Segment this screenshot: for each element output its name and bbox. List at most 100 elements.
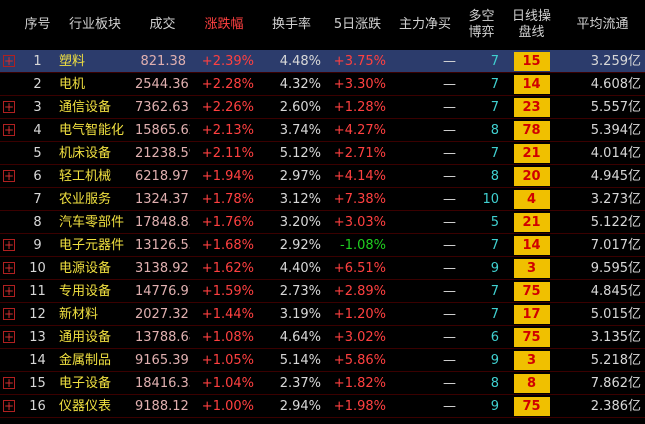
- sector-name: 农业服务: [59, 192, 112, 207]
- daily-line-tag: 75: [513, 397, 550, 416]
- daily-line-tag: 8: [513, 374, 550, 393]
- volume: 17848.83: [135, 215, 190, 230]
- main-net-buy: —: [443, 77, 456, 92]
- avg-float: 3.273亿: [590, 192, 641, 207]
- expand-icon[interactable]: +: [3, 123, 15, 137]
- main-net-buy: —: [443, 261, 456, 276]
- index: 15: [29, 376, 46, 391]
- long-short: 8: [490, 169, 499, 184]
- five-day-change: +3.03%: [333, 215, 386, 230]
- expand-icon[interactable]: +: [3, 330, 15, 344]
- main-net-buy: —: [443, 123, 456, 138]
- expand-icon[interactable]: +: [3, 54, 15, 68]
- sector-name: 金属制品: [59, 353, 112, 368]
- table-row[interactable]: +6 轻工机械 6218.97 +1.94% 2.97% +4.14% — 8 20 4.945亿: [0, 165, 645, 188]
- change-pct: +1.62%: [201, 261, 254, 276]
- table-row[interactable]: +3 通信设备 7362.63 +2.26% 2.60% +1.28% — 7 23 5.557亿: [0, 96, 645, 119]
- expand-icon[interactable]: +: [3, 238, 15, 252]
- header-cell[interactable]: 多空 博弈: [468, 9, 495, 40]
- index: 1: [33, 54, 42, 69]
- turnover: 4.64%: [279, 330, 321, 345]
- table-row[interactable]: 8 汽车零部件 17848.83 +1.76% 3.20% +3.03% — 5 21 5.122…: [0, 211, 645, 234]
- table-row[interactable]: +11 专用设备 14776.97 +1.59% 2.73% +2.89% — 7 75 4.84…: [0, 280, 645, 303]
- five-day-change: +1.20%: [333, 307, 386, 322]
- five-day-change: +2.89%: [333, 284, 386, 299]
- avg-float: 7.862亿: [590, 376, 641, 391]
- table-row[interactable]: +1 塑料 821.38 +2.39% 4.48% +3.75% — 7 15 3.259亿: [0, 50, 645, 73]
- sector-name: 电气智能化: [59, 123, 125, 138]
- header-cell[interactable]: 行业板块: [68, 17, 121, 32]
- index: 2: [33, 77, 42, 92]
- header-cell[interactable]: 成交: [149, 17, 176, 32]
- header-cell[interactable]: 日线操 盘线: [511, 9, 551, 40]
- turnover: 2.37%: [279, 376, 321, 391]
- turnover: 2.92%: [279, 238, 321, 253]
- daily-line-tag: 21: [513, 144, 550, 163]
- header-bar: 序号 行业板块 成交 涨跌幅 换手率 5日涨跌 主力净买 多空 博弈 日线操 盘线 平均流通: [0, 0, 645, 51]
- long-short: 5: [490, 215, 499, 230]
- table-row[interactable]: 2 电机 2544.36 +2.28% 4.32% +3.30% — 7 14 4.608亿: [0, 73, 645, 96]
- five-day-change: +4.14%: [333, 169, 386, 184]
- expand-icon[interactable]: +: [3, 261, 15, 275]
- long-short: 10: [482, 192, 499, 207]
- header-cell[interactable]: 主力净买: [398, 17, 451, 32]
- five-day-change: +3.75%: [333, 54, 386, 69]
- main-net-buy: —: [443, 215, 456, 230]
- table-row[interactable]: +15 电子设备 18416.33 +1.04% 2.37% +1.82% — 88 7.862…: [0, 372, 645, 395]
- table-row[interactable]: 7 农业服务 1324.37 +1.78% 3.12% +7.38% — 10 4 3.273亿: [0, 188, 645, 211]
- daily-line-tag: 21: [513, 213, 550, 232]
- expand-icon[interactable]: +: [3, 399, 15, 413]
- table-row[interactable]: +10 电源设备 3138.92 +1.62% 4.40% +6.51% — 9 3 9.595亿: [0, 257, 645, 280]
- turnover: 3.12%: [279, 192, 321, 207]
- daily-line: 8: [503, 372, 560, 395]
- expand-icon[interactable]: +: [3, 169, 15, 183]
- avg-float: 4.608亿: [590, 77, 641, 92]
- five-day-change: -1.08%: [340, 238, 386, 253]
- table-row[interactable]: +4 电气智能化 15865.62 +2.13% 3.74% +4.27% — 8 78 5.39…: [0, 119, 645, 142]
- turnover: 2.60%: [279, 100, 321, 115]
- table-row[interactable]: 5 机床设备 21238.59 +2.11% 5.12% +2.71% — 7 21 4.014亿: [0, 142, 645, 165]
- expand-icon[interactable]: +: [3, 284, 15, 298]
- daily-line: 20: [503, 165, 560, 188]
- change-pct: +1.94%: [201, 169, 254, 184]
- change-pct: +1.08%: [201, 330, 254, 345]
- header-cell[interactable]: 平均流通: [576, 17, 629, 32]
- avg-float: 3.259亿: [590, 54, 641, 69]
- header-cell[interactable]: 序号: [24, 17, 51, 32]
- turnover: 3.74%: [279, 123, 321, 138]
- volume: 14776.97: [135, 284, 190, 299]
- long-short: 7: [490, 146, 499, 161]
- change-pct: +2.28%: [201, 77, 254, 92]
- sector-name: 电子设备: [59, 376, 112, 391]
- expand-icon[interactable]: +: [3, 376, 15, 390]
- five-day-change: +6.51%: [333, 261, 386, 276]
- long-short: 8: [490, 376, 499, 391]
- header-cell[interactable]: 5日涨跌: [333, 17, 382, 32]
- volume: 15865.62: [135, 123, 190, 138]
- daily-line-tag: 78: [513, 121, 550, 140]
- index: 12: [29, 307, 46, 322]
- daily-line-tag: 15: [513, 52, 550, 71]
- daily-line-tag: 14: [513, 236, 550, 255]
- table-row[interactable]: +16 仪器仪表 9188.12 +1.00% 2.94% +1.98% — 9 75 2.386…: [0, 395, 645, 418]
- volume: 1324.37: [135, 192, 189, 207]
- index: 14: [29, 353, 46, 368]
- table-row[interactable]: +9 电子元器件 13126.55 +1.68% 2.92% -1.08% — 7 14 7.01…: [0, 234, 645, 257]
- long-short: 7: [490, 307, 499, 322]
- turnover: 4.48%: [279, 54, 321, 69]
- turnover: 3.20%: [279, 215, 321, 230]
- table-row[interactable]: +12 新材料 2027.32 +1.44% 3.19% +1.20% — 7 17 5.015亿: [0, 303, 645, 326]
- daily-line-tag: 3: [513, 351, 550, 370]
- header-cell[interactable]: 涨跌幅: [204, 17, 244, 32]
- table-row[interactable]: 14 金属制品 9165.39 +1.05% 5.14% +5.86% — 9 3 5.218亿: [0, 349, 645, 372]
- sector-name: 汽车零部件: [59, 215, 125, 230]
- volume: 6218.97: [135, 169, 189, 184]
- expand-icon[interactable]: +: [3, 307, 15, 321]
- expand-icon[interactable]: +: [3, 100, 15, 114]
- header-cell[interactable]: 换手率: [271, 17, 311, 32]
- sector-name: 电机: [59, 77, 86, 92]
- avg-float: 2.386亿: [590, 399, 641, 414]
- table-row[interactable]: +13 通用设备 13788.68 +1.08% 4.64% +3.02% — 6 75 3.13…: [0, 326, 645, 349]
- long-short: 7: [490, 54, 499, 69]
